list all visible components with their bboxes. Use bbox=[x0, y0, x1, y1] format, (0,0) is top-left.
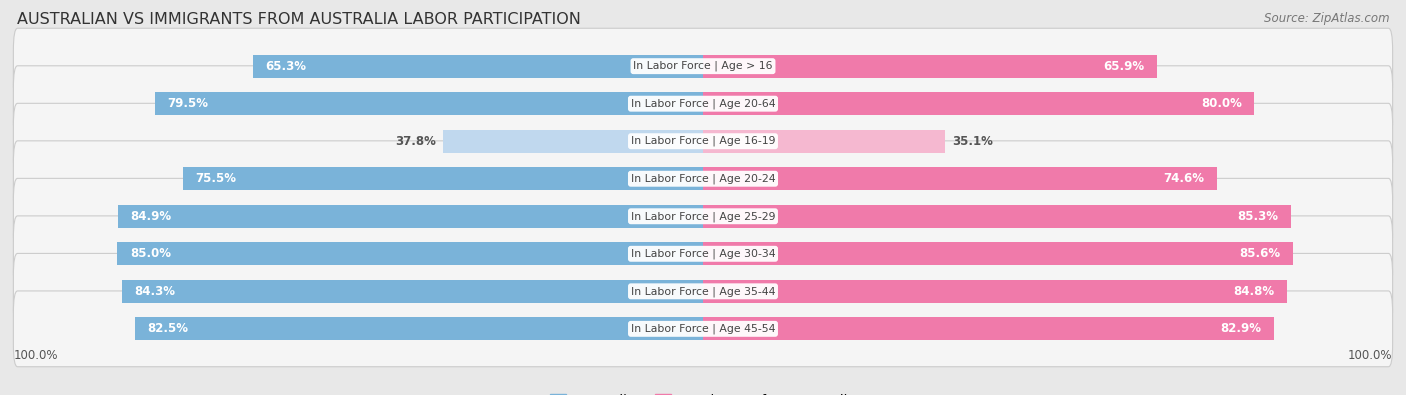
Text: AUSTRALIAN VS IMMIGRANTS FROM AUSTRALIA LABOR PARTICIPATION: AUSTRALIAN VS IMMIGRANTS FROM AUSTRALIA … bbox=[17, 12, 581, 27]
FancyBboxPatch shape bbox=[14, 216, 1392, 292]
FancyBboxPatch shape bbox=[14, 291, 1392, 367]
Text: In Labor Force | Age 20-24: In Labor Force | Age 20-24 bbox=[631, 173, 775, 184]
Bar bbox=[183, 167, 703, 190]
Bar bbox=[703, 55, 1157, 78]
Text: 84.3%: 84.3% bbox=[135, 285, 176, 298]
Bar bbox=[703, 167, 1218, 190]
Text: 37.8%: 37.8% bbox=[395, 135, 436, 148]
Text: 85.0%: 85.0% bbox=[129, 247, 170, 260]
Bar bbox=[253, 55, 703, 78]
Text: In Labor Force | Age 30-34: In Labor Force | Age 30-34 bbox=[631, 248, 775, 259]
Bar bbox=[703, 317, 1274, 340]
Text: In Labor Force | Age > 16: In Labor Force | Age > 16 bbox=[633, 61, 773, 71]
Text: 82.5%: 82.5% bbox=[148, 322, 188, 335]
FancyBboxPatch shape bbox=[14, 254, 1392, 329]
Text: 74.6%: 74.6% bbox=[1164, 172, 1205, 185]
Text: 75.5%: 75.5% bbox=[195, 172, 236, 185]
Text: In Labor Force | Age 45-54: In Labor Force | Age 45-54 bbox=[631, 324, 775, 334]
Bar bbox=[703, 92, 1254, 115]
Text: Source: ZipAtlas.com: Source: ZipAtlas.com bbox=[1264, 12, 1389, 25]
Bar bbox=[118, 205, 703, 228]
Text: 85.3%: 85.3% bbox=[1237, 210, 1278, 223]
Bar bbox=[703, 280, 1288, 303]
FancyBboxPatch shape bbox=[14, 179, 1392, 254]
Text: 65.9%: 65.9% bbox=[1104, 60, 1144, 73]
FancyBboxPatch shape bbox=[14, 28, 1392, 104]
Text: 35.1%: 35.1% bbox=[952, 135, 993, 148]
Text: 84.9%: 84.9% bbox=[131, 210, 172, 223]
Legend: Australian, Immigrants from Australia: Australian, Immigrants from Australia bbox=[550, 394, 856, 395]
Bar bbox=[135, 317, 703, 340]
Text: 84.8%: 84.8% bbox=[1233, 285, 1275, 298]
Bar bbox=[703, 205, 1291, 228]
Text: In Labor Force | Age 35-44: In Labor Force | Age 35-44 bbox=[631, 286, 775, 297]
Bar bbox=[155, 92, 703, 115]
Text: 65.3%: 65.3% bbox=[266, 60, 307, 73]
Bar bbox=[703, 242, 1292, 265]
Text: In Labor Force | Age 16-19: In Labor Force | Age 16-19 bbox=[631, 136, 775, 147]
FancyBboxPatch shape bbox=[14, 103, 1392, 179]
Text: 80.0%: 80.0% bbox=[1201, 97, 1241, 110]
Bar bbox=[122, 280, 703, 303]
Text: 82.9%: 82.9% bbox=[1220, 322, 1261, 335]
Bar bbox=[703, 130, 945, 153]
Text: 100.0%: 100.0% bbox=[14, 349, 59, 361]
Text: In Labor Force | Age 25-29: In Labor Force | Age 25-29 bbox=[631, 211, 775, 222]
FancyBboxPatch shape bbox=[14, 66, 1392, 141]
Bar bbox=[443, 130, 703, 153]
Text: In Labor Force | Age 20-64: In Labor Force | Age 20-64 bbox=[631, 98, 775, 109]
Bar bbox=[117, 242, 703, 265]
Text: 85.6%: 85.6% bbox=[1239, 247, 1281, 260]
Text: 100.0%: 100.0% bbox=[1347, 349, 1392, 361]
FancyBboxPatch shape bbox=[14, 141, 1392, 216]
Text: 79.5%: 79.5% bbox=[167, 97, 208, 110]
